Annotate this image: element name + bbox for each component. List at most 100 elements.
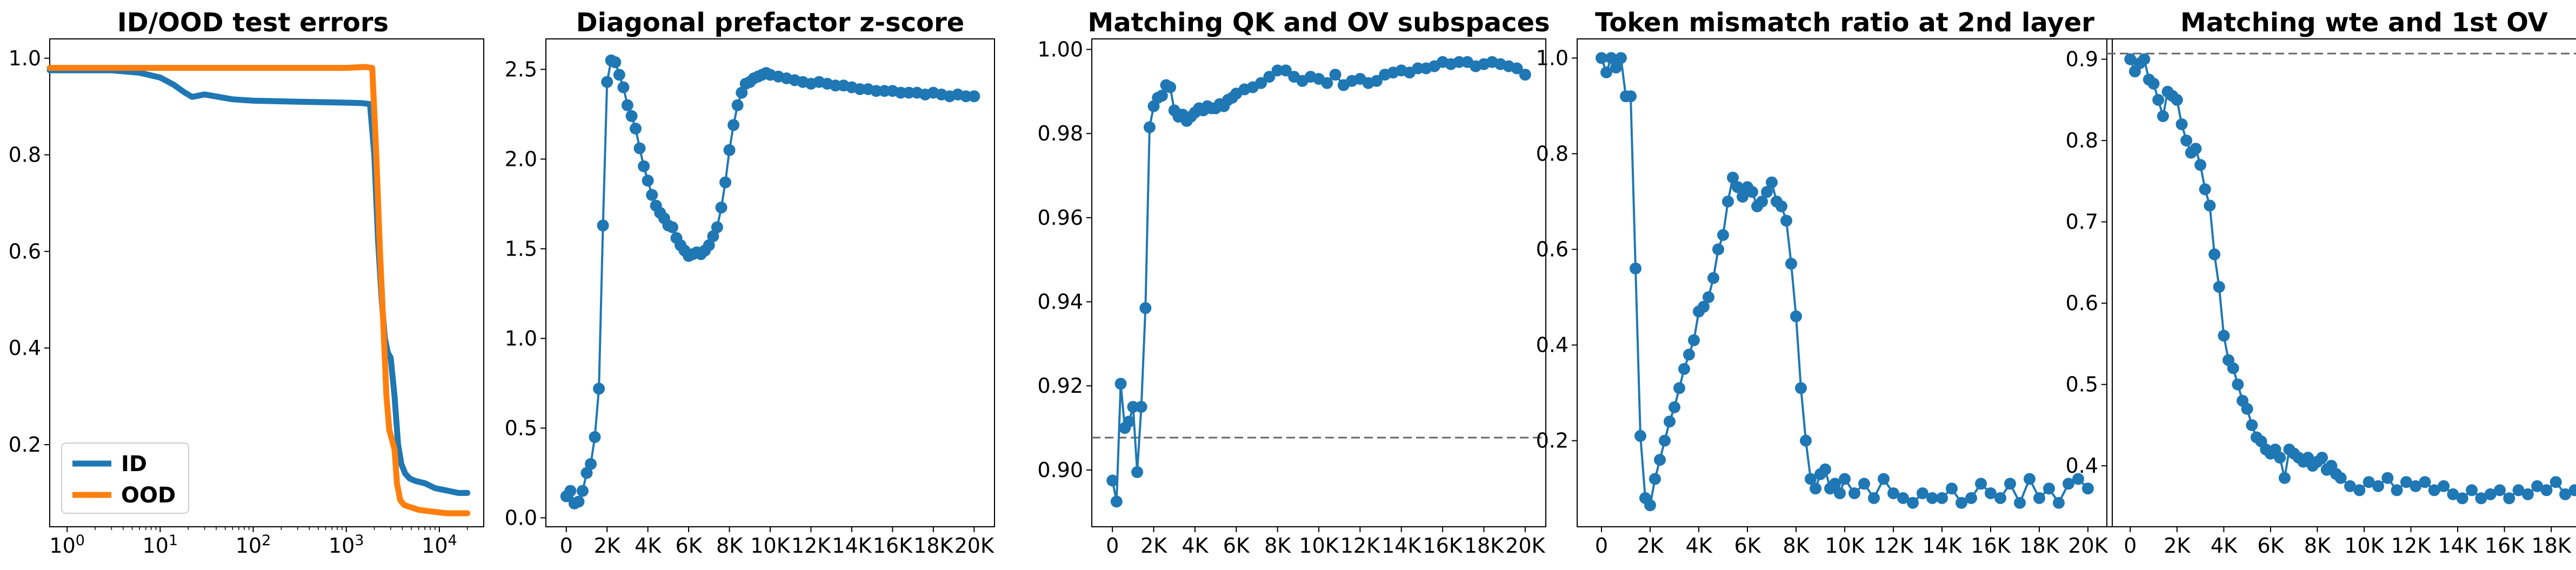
data-point bbox=[1717, 229, 1729, 241]
series-line bbox=[1111, 61, 1526, 503]
x-tick-label: 4K bbox=[1182, 534, 1209, 558]
data-point bbox=[2568, 484, 2576, 497]
y-tick-label: 1.0 bbox=[505, 326, 537, 350]
data-point bbox=[1746, 186, 1758, 198]
x-tick-label: 16K bbox=[1423, 534, 1463, 558]
x-tick-label: 2K bbox=[1140, 534, 1167, 558]
legend-label: OOD bbox=[121, 483, 176, 508]
data-point bbox=[576, 485, 589, 497]
data-point bbox=[2204, 199, 2216, 212]
data-point bbox=[1263, 71, 1276, 83]
data-point bbox=[2512, 484, 2525, 497]
data-point bbox=[2521, 488, 2534, 500]
plot-frame bbox=[2106, 38, 2576, 527]
data-point bbox=[1994, 492, 2006, 504]
data-point bbox=[2043, 482, 2055, 495]
x-tick-label: 4K bbox=[635, 534, 662, 558]
data-point bbox=[1839, 473, 1851, 485]
x-tick-label: 10K bbox=[2344, 534, 2384, 558]
data-point bbox=[2466, 484, 2478, 497]
data-point bbox=[1946, 482, 1958, 495]
x-tick-label: 20K bbox=[955, 534, 995, 558]
data-point bbox=[1329, 69, 1342, 81]
x-tick-label: 20K bbox=[1505, 534, 1545, 558]
data-point bbox=[1654, 454, 1666, 466]
data-point bbox=[2531, 480, 2544, 492]
data-point bbox=[2171, 93, 2183, 106]
data-point bbox=[1135, 401, 1147, 413]
data-point bbox=[580, 467, 593, 479]
x-tick-label: 6K bbox=[2257, 534, 2284, 558]
y-tick-label: 0.0 bbox=[505, 506, 537, 529]
y-tick-label: 0.6 bbox=[2066, 291, 2098, 315]
y-tick-label: 1.0 bbox=[1536, 46, 1569, 70]
x-tick-label: 0 bbox=[1595, 534, 1608, 558]
data-point bbox=[829, 79, 842, 92]
chart-panel-id-ood-errors: ID/OOD test errors 0.2 0.4 0.6 0.8 1.0 100 101… bbox=[9, 8, 484, 558]
data-point bbox=[1321, 77, 1333, 89]
y-tick-label: 0.98 bbox=[1037, 122, 1083, 145]
data-point bbox=[2053, 497, 2065, 509]
data-point bbox=[1370, 75, 1383, 87]
data-point bbox=[1858, 478, 1870, 490]
data-point bbox=[878, 85, 891, 97]
data-point bbox=[617, 81, 630, 93]
data-point bbox=[2559, 488, 2572, 500]
data-point bbox=[1143, 121, 1156, 133]
data-point bbox=[2475, 492, 2487, 505]
x-tick-label: 100 bbox=[49, 532, 85, 558]
data-point bbox=[2372, 480, 2384, 492]
data-point bbox=[1164, 81, 1177, 93]
data-point bbox=[1800, 434, 1812, 447]
data-point bbox=[1766, 176, 1778, 189]
data-point bbox=[2241, 403, 2253, 415]
data-point bbox=[2004, 478, 2016, 490]
data-point bbox=[2484, 488, 2497, 500]
x-tick-label: 16K bbox=[873, 534, 913, 558]
data-point bbox=[1605, 52, 1617, 64]
series-line-id bbox=[46, 67, 471, 496]
data-point bbox=[2082, 482, 2094, 495]
x-tick-label: 14K bbox=[2438, 534, 2478, 558]
data-point bbox=[1790, 310, 1802, 323]
data-point bbox=[703, 239, 715, 251]
data-point bbox=[1271, 64, 1284, 77]
y-tick-label: 0.4 bbox=[9, 336, 41, 360]
data-point bbox=[1698, 300, 1710, 313]
data-point bbox=[711, 221, 723, 233]
data-point bbox=[1110, 495, 1123, 508]
data-point bbox=[1255, 77, 1267, 89]
data-point bbox=[2033, 492, 2045, 504]
y-tick-label: 2.5 bbox=[505, 57, 537, 81]
data-point bbox=[1810, 482, 1821, 495]
data-point bbox=[1795, 382, 1807, 394]
data-point bbox=[1123, 415, 1135, 428]
data-point bbox=[1776, 200, 1787, 212]
data-point bbox=[564, 485, 577, 497]
y-tick-label: 0.5 bbox=[2066, 373, 2098, 397]
data-point bbox=[2152, 93, 2165, 106]
data-point bbox=[1761, 186, 1773, 198]
data-point bbox=[2124, 53, 2137, 65]
data-point bbox=[731, 99, 744, 111]
data-point bbox=[870, 85, 883, 97]
data-point bbox=[2334, 472, 2347, 484]
data-point bbox=[1732, 181, 1744, 193]
x-tick-label: 18K bbox=[1464, 534, 1504, 558]
x-tick-label: 18K bbox=[2532, 534, 2572, 558]
x-tick-label: 12K bbox=[1873, 534, 1913, 558]
data-point bbox=[2227, 362, 2239, 374]
y-tick-label: 0.90 bbox=[1037, 458, 1083, 482]
data-point bbox=[2363, 476, 2375, 488]
plot-frame bbox=[1577, 38, 2113, 527]
x-tick-label: 12K bbox=[1340, 534, 1380, 558]
data-point bbox=[1156, 90, 1168, 102]
data-point bbox=[2419, 476, 2431, 488]
data-point bbox=[666, 221, 678, 233]
x-tick-label: 16K bbox=[2485, 534, 2525, 558]
y-tick-label: 1.00 bbox=[1037, 37, 1083, 61]
data-point bbox=[1907, 497, 1919, 509]
data-point bbox=[1673, 382, 1685, 394]
data-point bbox=[1519, 69, 1531, 81]
